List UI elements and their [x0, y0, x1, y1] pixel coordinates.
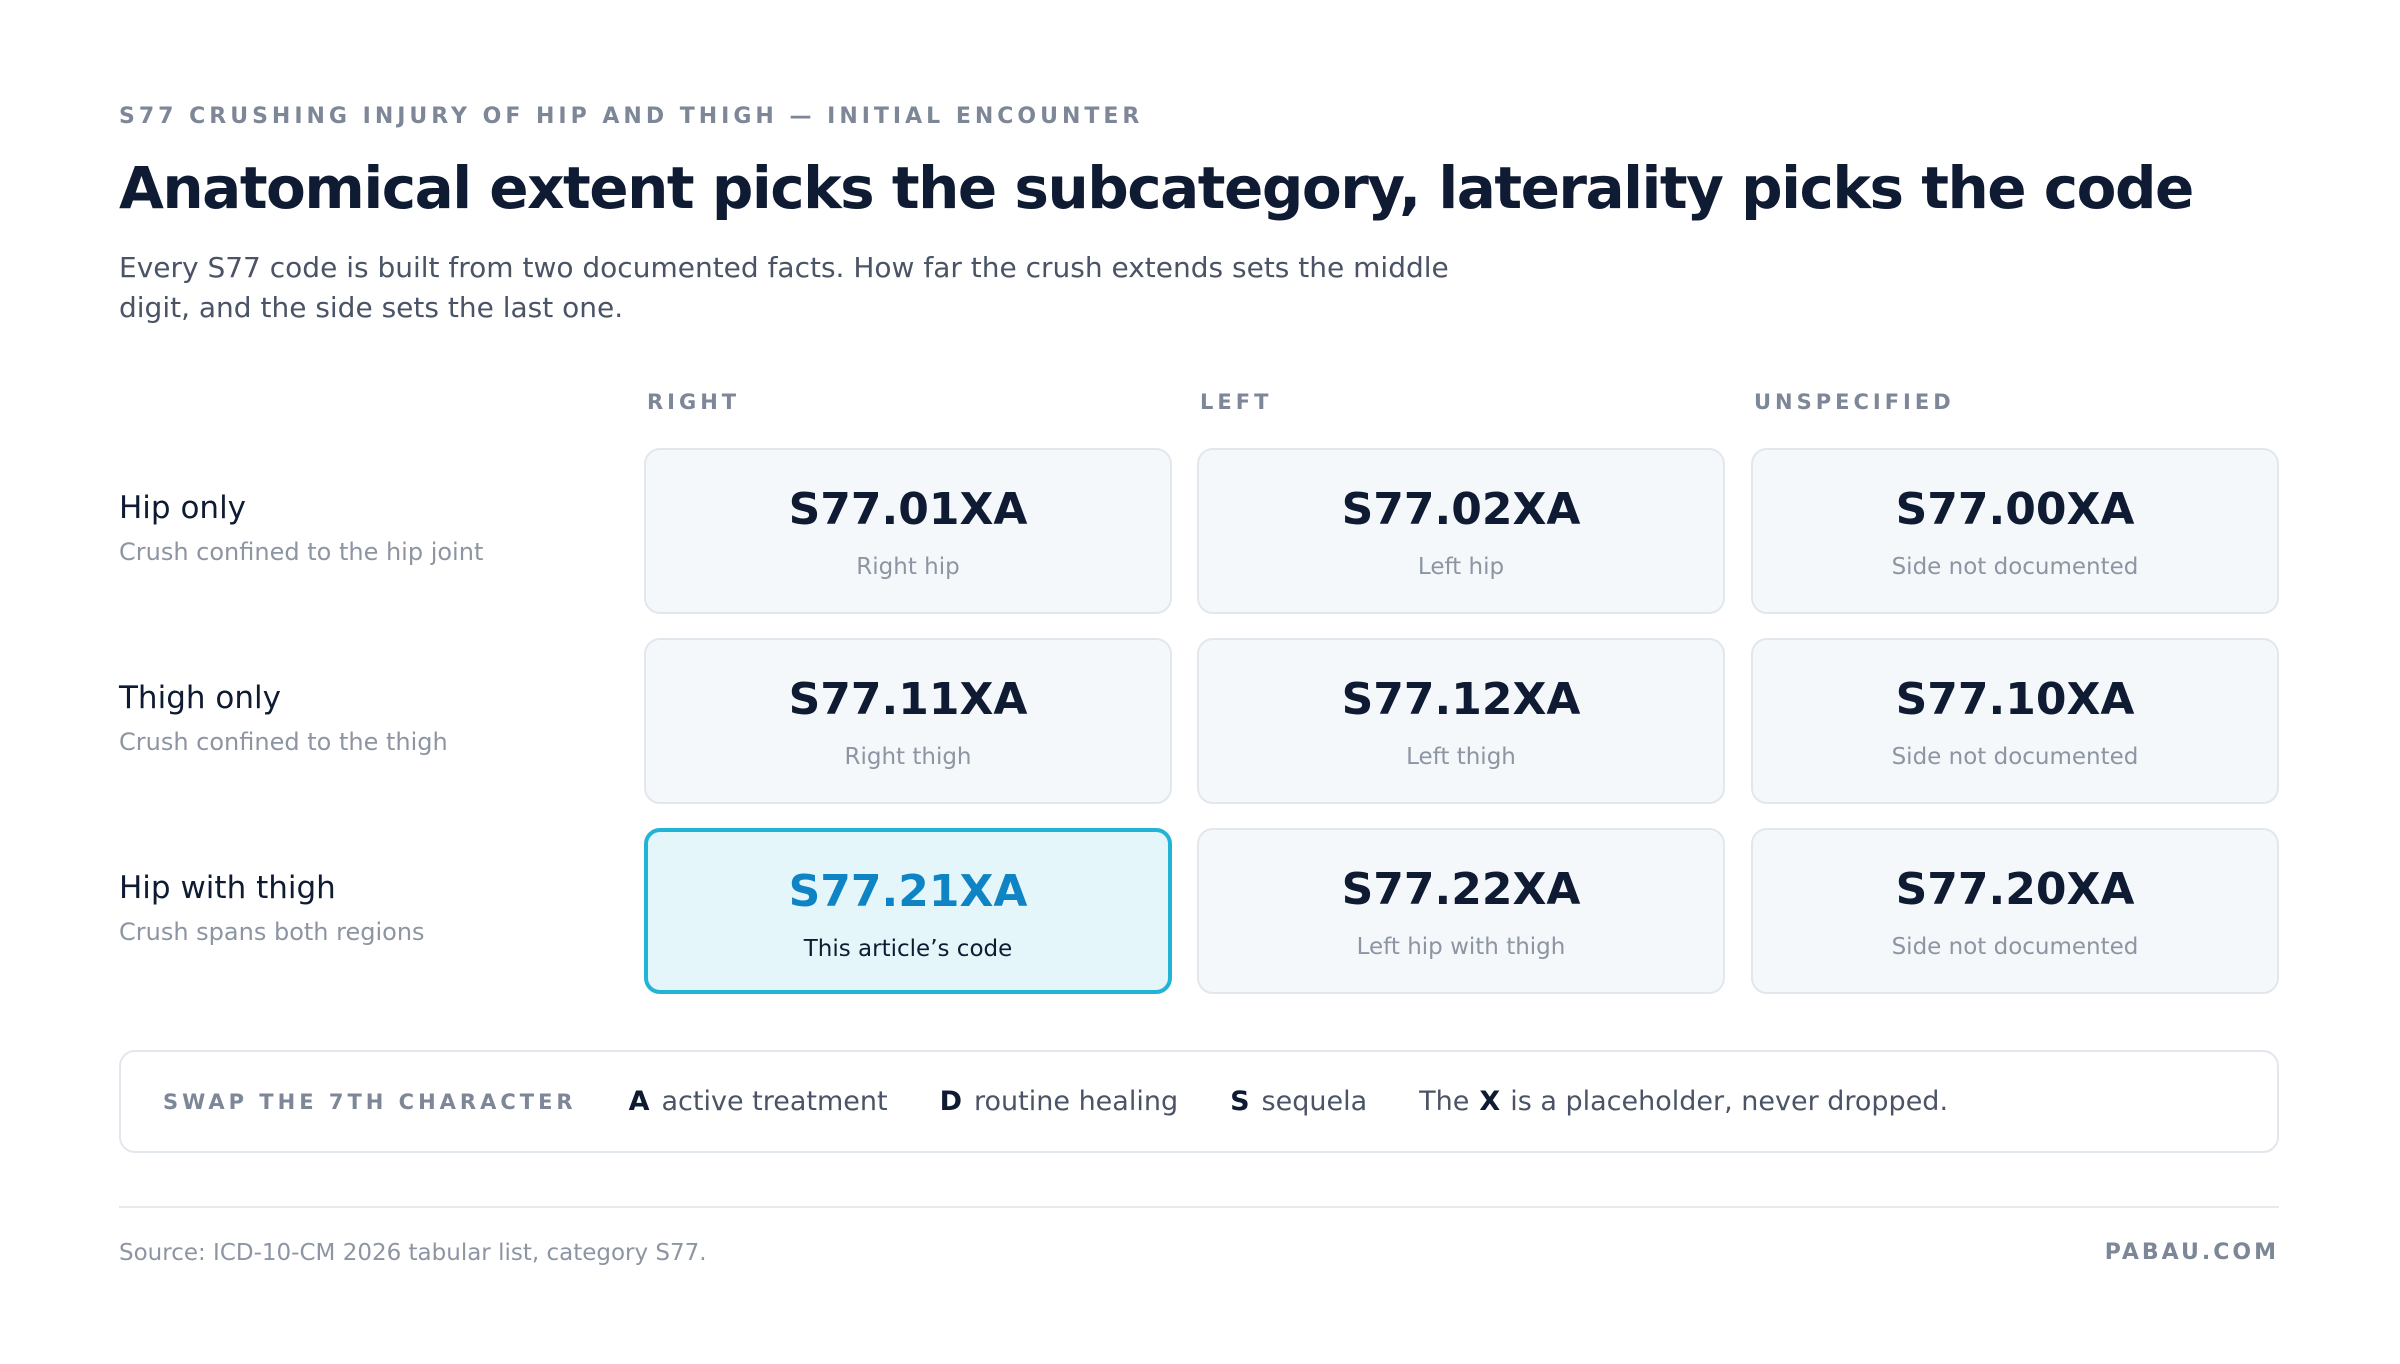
code: S77.02XA — [1341, 484, 1581, 535]
code-card: S77.22XA Left hip with thigh — [1197, 828, 1725, 994]
code: S77.11XA — [788, 674, 1028, 725]
column-header: RIGHT — [647, 390, 741, 414]
subtitle: Every S77 code is built from two documen… — [119, 251, 1449, 324]
legend-text: active treatment — [661, 1086, 888, 1117]
code-card: S77.00XA Side not documented — [1751, 448, 2279, 614]
brand: PABAU.COM — [2104, 1240, 2279, 1265]
code-note: Side not documented — [1891, 934, 2139, 960]
code-note: Side not documented — [1891, 744, 2139, 770]
code-note: Left thigh — [1406, 744, 1516, 770]
column-header: LEFT — [1200, 390, 1273, 414]
code-card: S77.12XA Left thigh — [1197, 638, 1725, 804]
code: S77.21XA — [788, 866, 1028, 917]
code-card: S77.21XA This article’s code — [644, 828, 1172, 994]
legend-text: routine healing — [974, 1086, 1179, 1117]
divider — [119, 1206, 2279, 1208]
note-key: X — [1479, 1086, 1501, 1117]
code: S77.00XA — [1895, 484, 2135, 535]
code-note: Left hip — [1417, 554, 1505, 580]
legend-key: D — [939, 1086, 963, 1117]
source: Source: ICD-10-CM 2026 tabular list, cat… — [119, 1240, 707, 1266]
row-description: Crush confined to the thigh — [119, 728, 448, 756]
code: S77.10XA — [1895, 674, 2135, 725]
legend-text: sequela — [1261, 1086, 1368, 1117]
column-header: UNSPECIFIED — [1754, 390, 1955, 414]
note-text: is a placeholder, never dropped. — [1510, 1086, 1949, 1117]
code-card: S77.20XA Side not documented — [1751, 828, 2279, 994]
title: Anatomical extent picks the subcategory,… — [119, 154, 2194, 222]
legend-key: S — [1230, 1086, 1250, 1117]
code-note: Right hip — [856, 554, 960, 580]
code-card: S77.01XA Right hip — [644, 448, 1172, 614]
code-card: S77.02XA Left hip — [1197, 448, 1725, 614]
code-note: Left hip with thigh — [1356, 934, 1566, 960]
code: S77.22XA — [1341, 864, 1581, 915]
code: S77.01XA — [788, 484, 1028, 535]
row-description: Crush spans both regions — [119, 918, 425, 946]
legend-label: SWAP THE 7TH CHARACTER — [163, 1089, 577, 1114]
code-card: S77.11XA Right thigh — [644, 638, 1172, 804]
eyebrow: S77 CRUSHING INJURY OF HIP AND THIGH — I… — [119, 104, 1144, 129]
row-description: Crush confined to the hip joint — [119, 538, 484, 566]
code: S77.12XA — [1341, 674, 1581, 725]
code-note: Right thigh — [844, 744, 972, 770]
code-card: S77.10XA Side not documented — [1751, 638, 2279, 804]
code: S77.20XA — [1895, 864, 2135, 915]
code-note: This article’s code — [803, 936, 1013, 962]
legend-key: A — [628, 1086, 650, 1117]
note-text: The — [1419, 1086, 1470, 1117]
row-label: Hip only — [119, 490, 247, 526]
row-label: Thigh only — [119, 680, 281, 716]
code-note: Side not documented — [1891, 554, 2139, 580]
row-label: Hip with thigh — [119, 870, 336, 906]
